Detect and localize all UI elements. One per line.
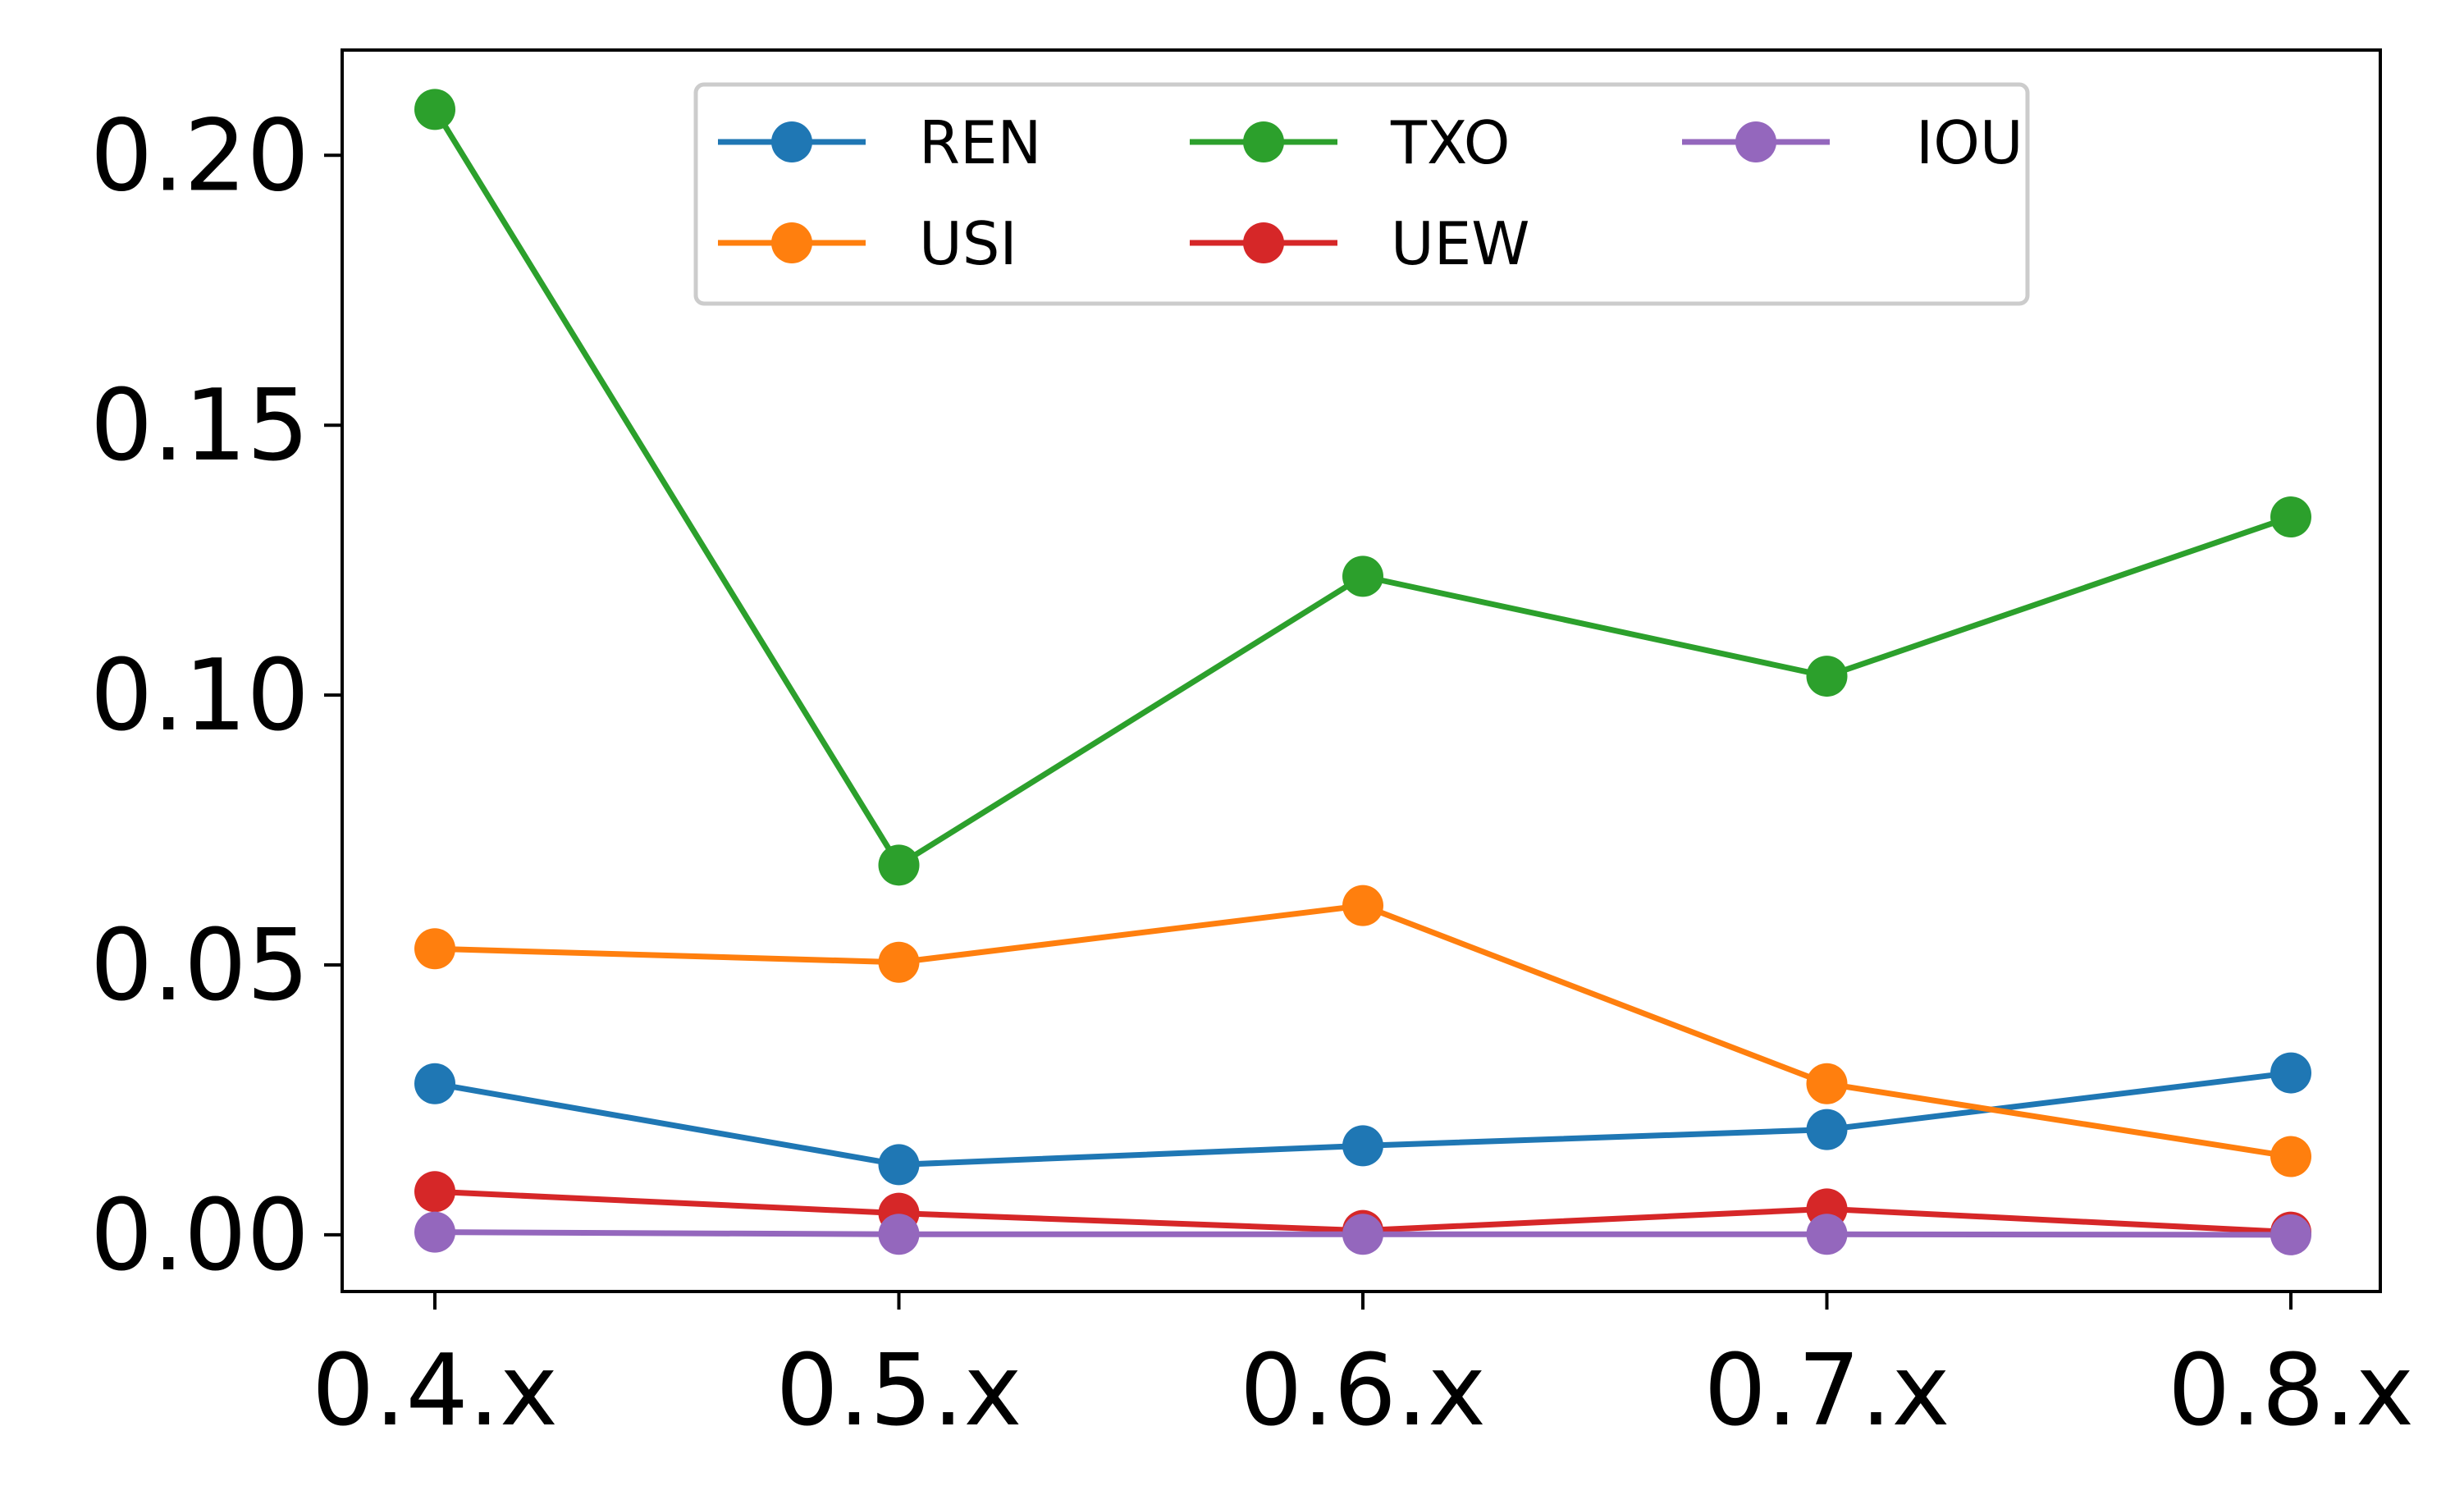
x-tick-label: 0.5.x: [776, 1334, 1022, 1448]
legend-label-iou: IOU: [1916, 108, 2023, 177]
data-point-usi: [1342, 885, 1383, 926]
x-tick-label: 0.8.x: [2168, 1334, 2414, 1448]
data-point-iou: [1342, 1214, 1383, 1255]
y-tick-label: 0.10: [90, 639, 309, 753]
data-point-txo: [414, 89, 455, 130]
y-tick-label: 0.20: [90, 99, 309, 213]
data-point-ren: [1342, 1125, 1383, 1167]
data-point-txo: [1806, 656, 1848, 697]
series-line-usi: [434, 903, 2292, 1160]
legend-swatch-marker: [1243, 222, 1284, 263]
legend-label-txo: TXO: [1390, 108, 1510, 177]
data-point-usi: [878, 941, 920, 983]
x-tick-label: 0.4.x: [312, 1334, 558, 1448]
data-point-usi: [414, 928, 455, 970]
y-tick-label: 0.05: [90, 909, 309, 1023]
data-point-usi: [1806, 1063, 1848, 1104]
y-axis: 0.00 0.05 0.10 0.15 0.20: [90, 99, 342, 1293]
data-point-ren: [2270, 1052, 2311, 1094]
y-tick-label: 0.15: [90, 369, 309, 483]
data-point-txo: [878, 844, 920, 886]
legend-box: [693, 82, 2030, 306]
data-point-usi: [2270, 1136, 2311, 1177]
data-point-txo: [2270, 496, 2311, 538]
legend-swatch-marker: [1243, 121, 1284, 162]
x-axis: 0.4.x 0.5.x 0.6.x 0.7.x 0.8.x: [312, 1292, 2414, 1448]
data-point-txo: [1342, 555, 1383, 597]
y-tick-label: 0.00: [90, 1179, 309, 1293]
x-tick-label: 0.6.x: [1240, 1334, 1486, 1448]
legend-swatch-marker: [1735, 121, 1776, 162]
data-point-iou: [414, 1211, 455, 1253]
legend: REN USI TXO UEW IOU: [693, 82, 2030, 306]
legend-swatch-marker: [771, 222, 812, 263]
legend-swatch-marker: [771, 121, 812, 162]
data-point-ren: [414, 1063, 455, 1104]
x-tick-label: 0.7.x: [1704, 1334, 1950, 1448]
data-point-iou: [878, 1214, 920, 1255]
data-point-ren: [878, 1144, 920, 1186]
legend-label-uew: UEW: [1391, 209, 1529, 278]
legend-label-usi: USI: [919, 209, 1017, 278]
data-point-uew: [414, 1171, 455, 1213]
legend-label-ren: REN: [919, 108, 1041, 177]
data-point-ren: [1806, 1109, 1848, 1150]
series-markers: [414, 89, 2311, 1255]
data-point-iou: [1806, 1214, 1848, 1255]
data-point-iou: [2270, 1214, 2311, 1255]
